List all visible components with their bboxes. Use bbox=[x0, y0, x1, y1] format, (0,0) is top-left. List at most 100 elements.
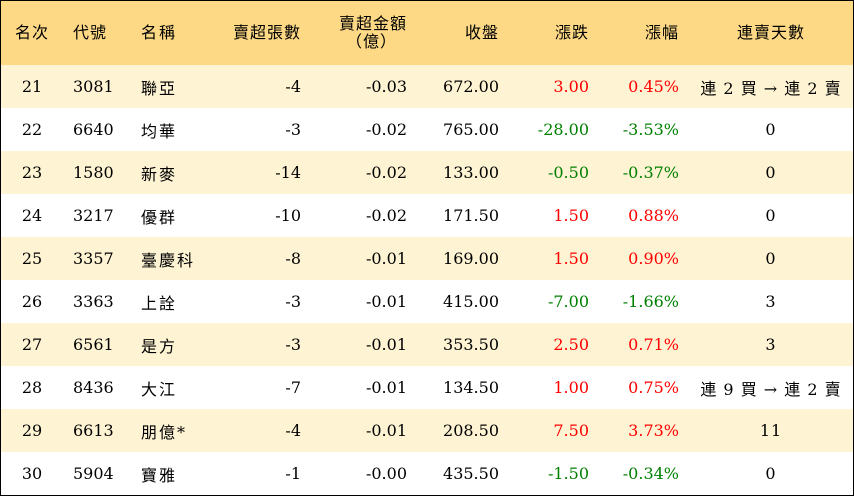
table-header: 名次 代號 名稱 賣超張數 賣超金額 （億） 收盤 漲跌 漲幅 連賣天數 bbox=[1, 1, 853, 65]
cell-code: 5904 bbox=[73, 464, 114, 483]
cell-rank: 25 bbox=[21, 249, 43, 268]
cell-sell-lots: -4 bbox=[285, 421, 301, 440]
cell-change-pct: 0.45% bbox=[628, 77, 679, 96]
cell-change-pct: 0.88% bbox=[628, 206, 679, 225]
cell-code: 3363 bbox=[73, 292, 114, 311]
cell-code: 6613 bbox=[73, 421, 114, 440]
cell-close: 415.00 bbox=[443, 292, 499, 311]
cell-sell-amount: -0.02 bbox=[365, 206, 407, 225]
cell-change: -28.00 bbox=[537, 120, 589, 139]
cell-rank: 26 bbox=[21, 292, 43, 311]
table-row: 23 1580 新麥 -14 -0.02 133.00 -0.50 -0.37%… bbox=[1, 151, 853, 194]
cell-code: 6640 bbox=[73, 120, 114, 139]
cell-name: 臺慶科 bbox=[141, 250, 196, 270]
cell-sell-lots: -7 bbox=[285, 378, 301, 397]
cell-name: 寶雅 bbox=[141, 465, 178, 485]
cell-code: 6561 bbox=[73, 335, 114, 354]
cell-sell-lots: -4 bbox=[285, 77, 301, 96]
header-row: 名次 代號 名稱 賣超張數 賣超金額 （億） 收盤 漲跌 漲幅 連賣天數 bbox=[1, 1, 853, 65]
cell-streak: 0 bbox=[765, 206, 777, 225]
cell-sell-amount: -0.02 bbox=[365, 120, 407, 139]
cell-change-pct: -0.34% bbox=[622, 464, 679, 483]
cell-name: 均華 bbox=[141, 121, 178, 141]
cell-change-pct: -0.37% bbox=[622, 163, 679, 182]
cell-sell-amount: -0.01 bbox=[365, 378, 407, 397]
cell-streak: 0 bbox=[765, 464, 777, 483]
cell-rank: 24 bbox=[21, 206, 43, 225]
table-row: 30 5904 寶雅 -1 -0.00 435.50 -1.50 -0.34% … bbox=[1, 452, 853, 495]
header-sell-amount-unit: （億） bbox=[345, 32, 397, 51]
cell-streak: 11 bbox=[759, 421, 783, 440]
cell-change-pct: 0.75% bbox=[628, 378, 679, 397]
cell-sell-lots: -3 bbox=[285, 335, 301, 354]
cell-streak: 0 bbox=[765, 249, 777, 268]
cell-close: 435.50 bbox=[443, 464, 499, 483]
cell-change: 1.50 bbox=[553, 249, 589, 268]
cell-change-pct: 3.73% bbox=[628, 421, 679, 440]
cell-streak: 連 2 買 → 連 2 賣 bbox=[700, 78, 842, 98]
header-name: 名稱 bbox=[141, 23, 178, 42]
cell-streak: 3 bbox=[765, 335, 777, 354]
cell-close: 171.50 bbox=[443, 206, 499, 225]
cell-sell-amount: -0.01 bbox=[365, 249, 407, 268]
cell-code: 3081 bbox=[73, 77, 114, 96]
cell-name: 朋億* bbox=[141, 422, 188, 442]
cell-code: 1580 bbox=[73, 163, 114, 182]
cell-sell-lots: -8 bbox=[285, 249, 301, 268]
cell-sell-amount: -0.01 bbox=[365, 335, 407, 354]
cell-change: 1.50 bbox=[553, 206, 589, 225]
cell-sell-lots: -10 bbox=[275, 206, 301, 225]
table-row: 28 8436 大江 -7 -0.01 134.50 1.00 0.75% 連 … bbox=[1, 366, 853, 409]
table-row: 25 3357 臺慶科 -8 -0.01 169.00 1.50 0.90% 0 bbox=[1, 237, 853, 280]
cell-change: -1.50 bbox=[547, 464, 589, 483]
cell-code: 3217 bbox=[73, 206, 114, 225]
cell-name: 聯亞 bbox=[141, 78, 178, 98]
cell-change: 3.00 bbox=[553, 77, 589, 96]
cell-rank: 21 bbox=[21, 77, 43, 96]
cell-sell-lots: -14 bbox=[275, 163, 301, 182]
cell-sell-amount: -0.01 bbox=[365, 421, 407, 440]
table-row: 21 3081 聯亞 -4 -0.03 672.00 3.00 0.45% 連 … bbox=[1, 65, 853, 108]
cell-streak: 0 bbox=[765, 120, 777, 139]
cell-sell-amount: -0.03 bbox=[365, 77, 407, 96]
header-close: 收盤 bbox=[464, 23, 499, 42]
cell-rank: 28 bbox=[21, 378, 43, 397]
cell-change-pct: -1.66% bbox=[622, 292, 679, 311]
cell-streak: 連 9 買 → 連 2 賣 bbox=[700, 379, 842, 399]
cell-change: -7.00 bbox=[547, 292, 589, 311]
cell-close: 169.00 bbox=[443, 249, 499, 268]
cell-streak: 0 bbox=[765, 163, 777, 182]
table-row: 27 6561 是方 -3 -0.01 353.50 2.50 0.71% 3 bbox=[1, 323, 853, 366]
cell-sell-amount: -0.00 bbox=[365, 464, 407, 483]
header-change-pct: 漲幅 bbox=[644, 23, 679, 42]
cell-name: 大江 bbox=[141, 379, 178, 399]
table-row: 26 3363 上詮 -3 -0.01 415.00 -7.00 -1.66% … bbox=[1, 280, 853, 323]
cell-sell-lots: -3 bbox=[285, 292, 301, 311]
cell-code: 3357 bbox=[73, 249, 114, 268]
cell-sell-amount: -0.02 bbox=[365, 163, 407, 182]
header-sell-amount-label: 賣超金額 bbox=[338, 14, 407, 33]
cell-close: 133.00 bbox=[443, 163, 499, 182]
cell-sell-amount: -0.01 bbox=[365, 292, 407, 311]
cell-close: 134.50 bbox=[443, 378, 499, 397]
header-sell-amount: 賣超金額 （億） bbox=[311, 1, 417, 65]
cell-change: 7.50 bbox=[553, 421, 589, 440]
cell-rank: 29 bbox=[21, 421, 43, 440]
cell-change: 1.00 bbox=[553, 378, 589, 397]
table-row: 24 3217 優群 -10 -0.02 171.50 1.50 0.88% 0 bbox=[1, 194, 853, 237]
cell-rank: 27 bbox=[21, 335, 43, 354]
cell-change-pct: -3.53% bbox=[622, 120, 679, 139]
cell-name: 優群 bbox=[141, 207, 178, 227]
cell-change-pct: 0.90% bbox=[628, 249, 679, 268]
header-rank: 名次 bbox=[14, 23, 49, 42]
table-row: 22 6640 均華 -3 -0.02 765.00 -28.00 -3.53%… bbox=[1, 108, 853, 151]
cell-sell-lots: -1 bbox=[285, 464, 301, 483]
cell-rank: 30 bbox=[21, 464, 43, 483]
cell-close: 672.00 bbox=[443, 77, 499, 96]
table-row: 29 6613 朋億* -4 -0.01 208.50 7.50 3.73% 1… bbox=[1, 409, 853, 452]
header-change: 漲跌 bbox=[554, 23, 589, 42]
cell-close: 765.00 bbox=[443, 120, 499, 139]
cell-name: 上詮 bbox=[141, 293, 178, 313]
cell-rank: 22 bbox=[21, 120, 43, 139]
